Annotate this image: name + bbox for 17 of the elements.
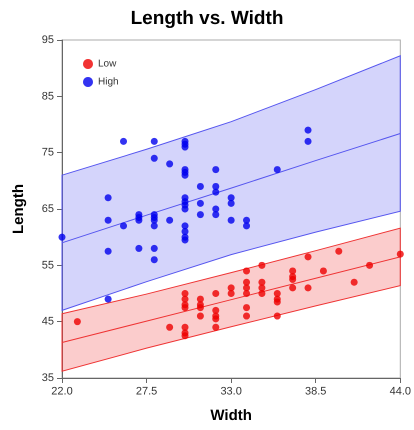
x-tick-label: 38.5	[305, 386, 326, 398]
y-tick-label: 55	[42, 259, 54, 272]
y-tick-label: 65	[42, 203, 54, 215]
legend-label: Low	[98, 58, 118, 70]
x-tick-label: 27.5	[136, 386, 158, 398]
x-tick-label: 33.0	[220, 386, 242, 398]
y-tick-label: 45	[42, 316, 54, 328]
y-tick-label: 75	[42, 146, 54, 159]
legend-label: High	[98, 76, 119, 88]
y-axis-title: Length	[10, 184, 27, 234]
y-tick-label: 85	[42, 90, 54, 102]
y-tick-label: 95	[42, 34, 54, 46]
y-tick-label: 35	[42, 372, 54, 384]
x-axis-title: Width	[210, 407, 252, 424]
x-tick-label: 44.0	[390, 386, 412, 398]
x-tick-label: 22.0	[51, 386, 73, 398]
chart-title: Length vs. Width	[130, 8, 284, 29]
